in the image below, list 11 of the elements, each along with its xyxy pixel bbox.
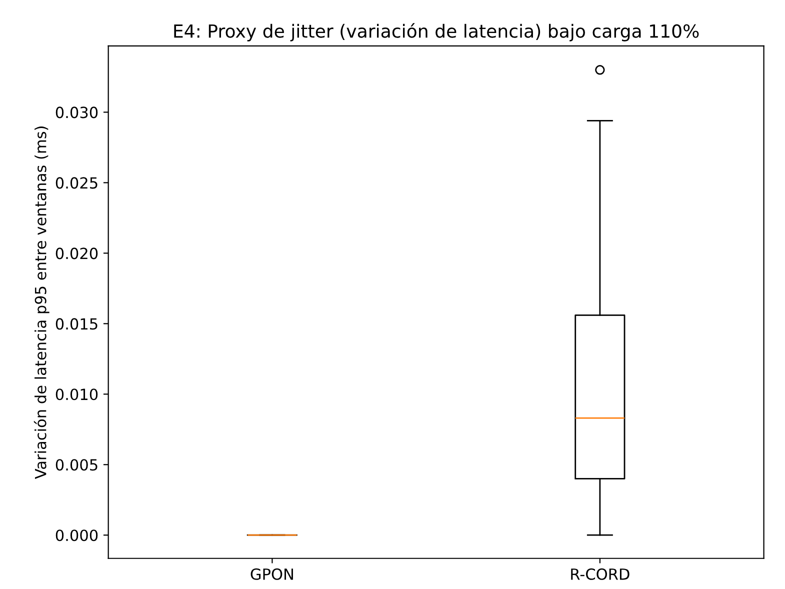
y-tick-label: 0.020 — [56, 248, 98, 260]
x-tick-label: GPON — [250, 568, 293, 580]
y-tick-label: 0.025 — [56, 177, 98, 189]
y-tick-label: 0.015 — [56, 318, 98, 330]
y-axis-title: Variación de latencia p95 entre ventanas (ms) — [34, 126, 50, 479]
chart-title: E4: Proxy de jitter (variación de latencia) bajo carga 110% — [174, 23, 699, 42]
y-tick-label: 0.030 — [56, 106, 98, 118]
y-tick-label: 0.010 — [56, 388, 98, 400]
x-tick-label: R-CORD — [571, 568, 630, 580]
y-tick-label: 0.005 — [56, 459, 98, 471]
y-tick-label: 0.000 — [56, 530, 98, 542]
